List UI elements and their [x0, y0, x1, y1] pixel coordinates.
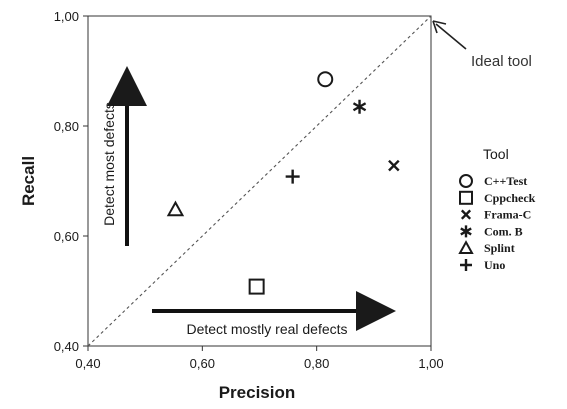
data-point-splint: [166, 200, 185, 217]
y-tick-label: 0,40: [54, 339, 79, 354]
legend-label-com-b: Com. B: [484, 224, 523, 238]
legend-title: Tool: [483, 146, 509, 162]
x-tick-label: 1,00: [418, 356, 443, 371]
y-axis-title: Recall: [19, 156, 38, 206]
legend-marker-com-b: [460, 225, 472, 238]
ideal-tool-pointer: [435, 23, 467, 50]
vertical-arrow-label: Detect most defects: [101, 102, 117, 226]
legend-marker-cppcheck-shape: [459, 190, 473, 205]
data-point-com-b: [352, 99, 367, 114]
data-point-cppcheck-shape: [248, 278, 265, 295]
legend-marker-frama-c-shape: [460, 209, 472, 220]
legend-label-frama-c: Frama-C: [484, 208, 531, 222]
legend-label-cppcheck: Cppcheck: [484, 191, 536, 205]
legend-label-uno: Uno: [484, 258, 505, 272]
legend-marker-uno-shape: [460, 259, 472, 271]
x-tick-label: 0,80: [304, 356, 329, 371]
data-point-uno: [285, 169, 300, 184]
data-point-com-b-shape: [352, 99, 367, 114]
x-tick-label: 0,40: [75, 356, 100, 371]
legend-marker-c-test-shape: [459, 174, 473, 188]
legend-label-c-test: C++Test: [484, 174, 527, 188]
x-tick-label: 0,60: [190, 356, 215, 371]
data-point-c-test: [317, 71, 334, 88]
legend-marker-cppcheck: [459, 190, 473, 205]
data-point-uno-shape: [285, 169, 300, 184]
x-axis-title: Precision: [219, 383, 296, 402]
data-point-frama-c: [388, 159, 400, 172]
legend-marker-frama-c: [460, 209, 472, 220]
y-tick-label: 1,00: [54, 9, 79, 24]
legend-marker-uno: [460, 259, 472, 271]
legend-marker-splint: [458, 240, 474, 254]
legend-label-splint: Splint: [484, 241, 515, 255]
ideal-tool-pointer-head: [432, 20, 447, 34]
y-tick-label: 0,60: [54, 229, 79, 244]
data-point-c-test-shape: [317, 71, 334, 88]
data-point-splint-shape: [166, 200, 185, 217]
ideal-diagonal-line: [87, 15, 432, 347]
plot-frame: [87, 15, 432, 347]
ideal-tool-label: Ideal tool: [471, 53, 532, 70]
legend-marker-splint-shape: [458, 240, 474, 254]
data-point-frama-c-shape: [388, 159, 400, 172]
legend-marker-c-test: [459, 174, 473, 188]
y-tick-label: 0,80: [54, 119, 79, 134]
legend-marker-com-b-shape: [460, 225, 472, 238]
horizontal-arrow-label: Detect mostly real defects: [186, 321, 347, 337]
data-point-cppcheck: [248, 278, 265, 295]
